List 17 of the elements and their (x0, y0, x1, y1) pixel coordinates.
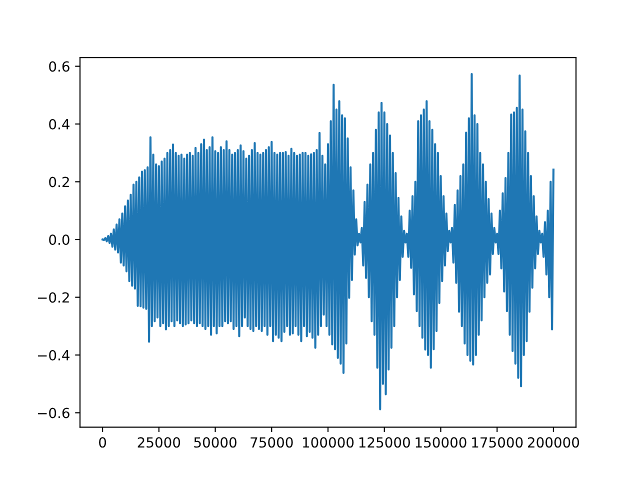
y-tick-label: 0.2 (49, 176, 69, 188)
x-tick-label: 0 (99, 437, 106, 448)
y-tick-label: 0.6 (49, 61, 70, 72)
y-tick-label: 0.4 (49, 118, 70, 130)
y-tick-label: −0.4 (38, 350, 70, 360)
x-tick-label: 75000 (250, 437, 293, 448)
line-series (102, 73, 554, 410)
y-tick-label: −0.6 (38, 408, 70, 418)
x-tick-label: 100000 (303, 437, 354, 448)
x-tick-label: 175000 (472, 437, 523, 448)
x-tick-label: 50000 (194, 437, 236, 448)
x-tick-label: 25000 (138, 437, 180, 448)
y-tick-label: 0.0 (49, 234, 70, 245)
y-tick-label: −0.2 (38, 292, 69, 303)
x-tick-label: 200000 (528, 437, 580, 448)
x-tick-label: 150000 (416, 437, 466, 448)
x-tick-label: 125000 (359, 437, 410, 448)
